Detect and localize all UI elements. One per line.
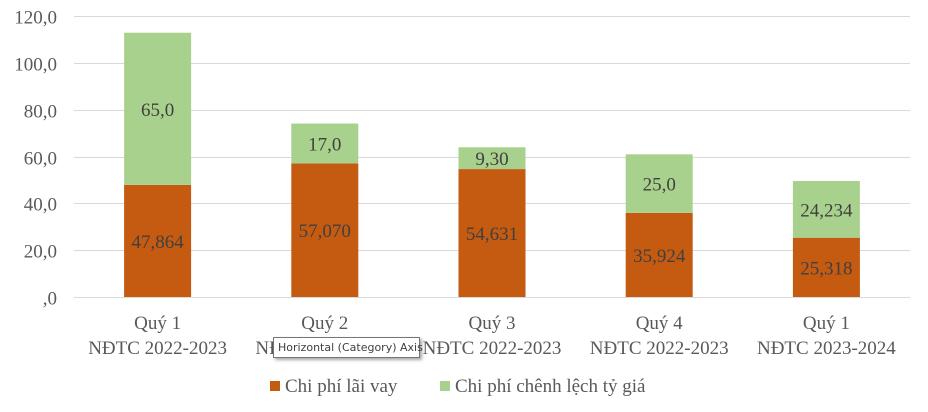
y-tick-label: 60,0 (24, 149, 57, 170)
y-tick-label: ,0 (43, 289, 57, 310)
y-tick-label: 80,0 (24, 102, 57, 123)
bar-segment-chenh-lech-ty-gia[interactable]: 9,30 (458, 147, 526, 170)
plot-area: 47,864 65,0 57,070 17,0 54,631 9,30 35,924 25,0… (124, 32, 860, 297)
data-label: 54,631 (466, 224, 518, 245)
bar-segment-lai-vay[interactable]: 35,924 (625, 212, 693, 297)
data-label: 24,234 (800, 200, 853, 221)
svg-text:Quý 4: Quý 4 (636, 313, 683, 334)
svg-text:NĐTC 2023-2024: NĐTC 2023-2024 (757, 338, 896, 359)
data-label: 57,070 (299, 221, 351, 242)
svg-text:Quý 1: Quý 1 (134, 313, 181, 334)
data-label: 17,0 (308, 134, 341, 155)
bar-segment-lai-vay[interactable]: 57,070 (291, 163, 359, 297)
y-tick-label: 20,0 (24, 242, 57, 263)
y-tick-label: 120,0 (14, 8, 57, 29)
data-label: 35,924 (633, 246, 686, 267)
legend[interactable]: Chi phí lãi vay Chi phí chênh lệch tỷ gi… (270, 376, 646, 397)
svg-text:NĐTC 2022-2023: NĐTC 2022-2023 (88, 338, 227, 359)
bar-segment-chenh-lech-ty-gia[interactable]: 65,0 (124, 32, 192, 185)
bar-segment-chenh-lech-ty-gia[interactable]: 25,0 (625, 154, 693, 213)
y-tick-label: 100,0 (14, 55, 57, 76)
bar-segment-lai-vay[interactable]: 25,318 (792, 237, 860, 297)
data-label: 25,318 (800, 258, 852, 279)
y-axis[interactable]: ,0 20,0 40,0 60,0 80,0 100,0 120,0 (14, 8, 57, 310)
bar-segment-chenh-lech-ty-gia[interactable]: 24,234 (792, 180, 860, 238)
svg-text:Quý 1: Quý 1 (803, 313, 850, 334)
y-tick-label: 40,0 (24, 195, 57, 216)
bar-segment-chenh-lech-ty-gia[interactable]: 17,0 (291, 123, 359, 164)
x-category-label: Quý 4 NĐTC 2022-2023 (590, 313, 729, 359)
x-category-label: Quý 1 NĐTC 2022-2023 (88, 313, 227, 359)
svg-text:NĐTC 2022-2023: NĐTC 2022-2023 (423, 338, 562, 359)
legend-label-chi-phi-lai-vay[interactable]: Chi phí lãi vay (285, 376, 398, 397)
bar-segment-lai-vay[interactable]: 54,631 (458, 169, 526, 297)
data-label: 47,864 (131, 232, 184, 253)
legend-label-chi-phi-chenh-lech-ty-gia[interactable]: Chi phí chênh lệch tỷ giá (455, 376, 646, 397)
x-category-label: Quý 1 NĐTC 2023-2024 (757, 313, 896, 359)
data-label: 9,30 (475, 149, 508, 170)
legend-swatch-chi-phi-lai-vay (270, 381, 280, 391)
x-category-label: Quý 3 NĐTC 2022-2023 (423, 313, 562, 359)
data-label: 25,0 (643, 175, 676, 196)
axis-tooltip: Horizontal (Category) Axis (273, 337, 423, 358)
legend-swatch-chi-phi-chenh-lech-ty-gia (440, 381, 450, 391)
bar-segment-lai-vay[interactable]: 47,864 (124, 184, 192, 297)
svg-text:NĐTC 2022-2023: NĐTC 2022-2023 (590, 338, 729, 359)
svg-text:Quý 2: Quý 2 (301, 313, 348, 334)
svg-text:Quý 3: Quý 3 (469, 313, 516, 334)
data-label: 65,0 (141, 100, 174, 121)
